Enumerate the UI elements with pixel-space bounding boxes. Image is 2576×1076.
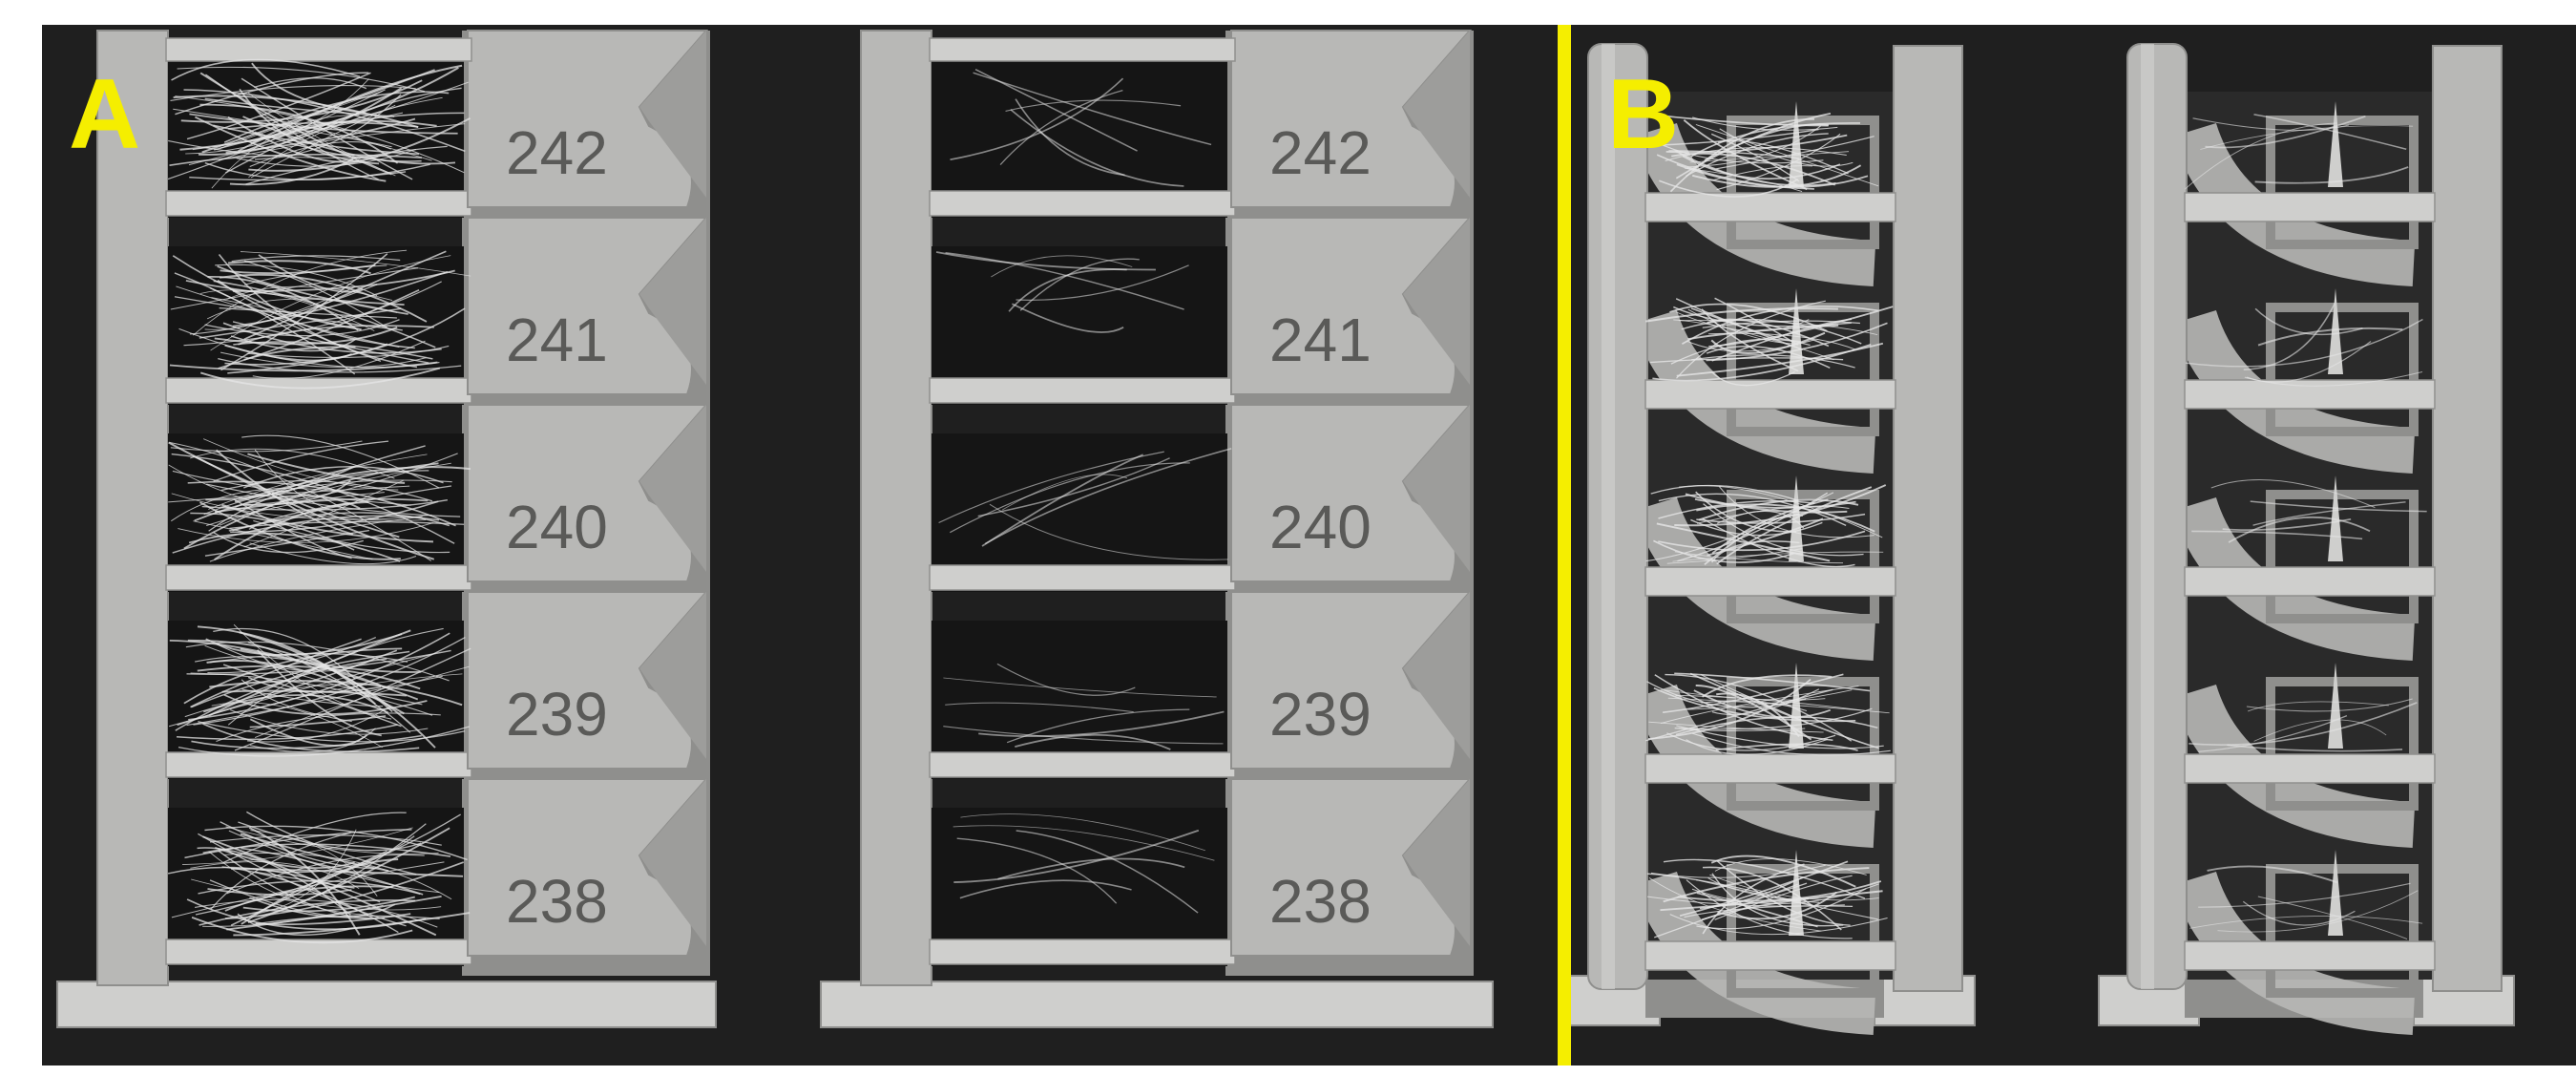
rung	[1644, 566, 1896, 597]
rung	[2184, 192, 2436, 222]
rung	[1644, 379, 1896, 410]
spike	[2328, 663, 2343, 749]
block-notch	[639, 405, 706, 572]
bridge-shelf	[165, 377, 472, 404]
window-frame	[2266, 490, 2419, 623]
pillar-highlight	[2141, 44, 2154, 989]
bridge-shelf	[929, 751, 1236, 778]
test-b-right	[2098, 43, 2515, 1035]
spike	[2328, 850, 2343, 936]
rung	[1644, 753, 1896, 784]
bridge-shelf	[165, 939, 472, 965]
panel-divider	[1558, 25, 1571, 1065]
temp-number: 238	[506, 867, 608, 936]
panel-label-a: A	[69, 59, 141, 170]
temp-number: 241	[1269, 306, 1372, 374]
spike	[2328, 475, 2343, 561]
photo-frame: 242 241 240 239 238 242 241 240 239 238 A B	[42, 25, 2576, 1065]
temp-number: 242	[1269, 118, 1372, 187]
photo-scene: 242 241 240 239 238 242 241 240 239 238	[56, 30, 2515, 1035]
pillar-highlight	[1602, 44, 1615, 989]
rung	[1644, 940, 1896, 971]
window-frame	[2266, 864, 2419, 998]
temp-number: 241	[506, 306, 608, 374]
block-notch	[1403, 31, 1470, 198]
temp-number: 239	[506, 680, 608, 749]
temp-number: 240	[506, 493, 608, 561]
bridge-shelf	[165, 751, 472, 778]
bridge-shelf	[929, 190, 1236, 217]
block-notch	[1403, 218, 1470, 385]
bridge-shelf	[929, 939, 1236, 965]
test-b-left	[1559, 43, 1976, 1035]
bridge-shelf	[165, 37, 472, 62]
pillar	[96, 30, 169, 986]
flat-pillar	[2432, 45, 2503, 992]
bridge-shelf	[165, 564, 472, 591]
flat-pillar	[1893, 45, 1963, 992]
round-pillar	[2126, 43, 2188, 990]
window-frame	[2266, 303, 2419, 436]
base-plate	[820, 981, 1494, 1028]
window-frame	[1727, 864, 1879, 998]
block-notch	[1403, 405, 1470, 572]
round-pillar	[1587, 43, 1648, 990]
block-notch	[639, 31, 706, 198]
window-frame	[2266, 677, 2419, 811]
rung	[2184, 566, 2436, 597]
block-notch	[639, 779, 706, 946]
block-notch	[639, 218, 706, 385]
spike	[2328, 288, 2343, 374]
block-notch	[1403, 592, 1470, 759]
spike	[2328, 101, 2343, 187]
rung	[2184, 753, 2436, 784]
temp-number: 242	[506, 118, 608, 187]
bridge-shelf	[929, 37, 1236, 62]
rung	[2184, 379, 2436, 410]
block-notch	[639, 592, 706, 759]
rung	[1644, 192, 1896, 222]
temp-number: 240	[1269, 493, 1372, 561]
temp-number: 239	[1269, 680, 1372, 749]
base-plate	[56, 981, 717, 1028]
bridge-shelf	[929, 564, 1236, 591]
panel-label-b: B	[1607, 59, 1680, 170]
temp-number: 238	[1269, 867, 1372, 936]
tower-a-right: 242 241 240 239 238	[820, 30, 1494, 1028]
bridge-shelf	[165, 190, 472, 217]
tower-a-left: 242 241 240 239 238	[56, 30, 717, 1028]
block-notch	[1403, 779, 1470, 946]
pillar	[860, 30, 932, 986]
bridge-shelf	[929, 377, 1236, 404]
rung	[2184, 940, 2436, 971]
